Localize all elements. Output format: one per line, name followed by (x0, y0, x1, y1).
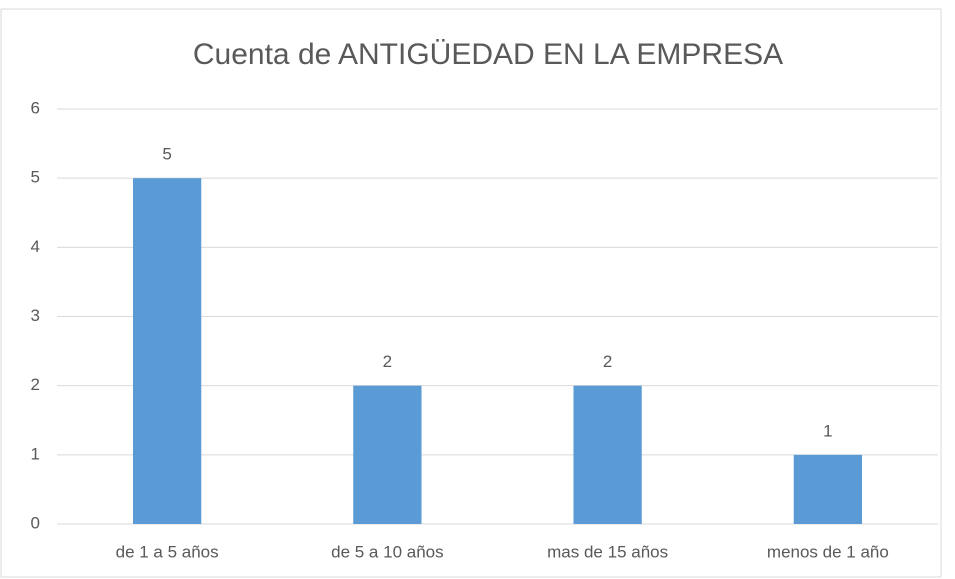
x-tick-label: de 5 a 10 años (331, 542, 443, 561)
data-label: 2 (383, 352, 392, 371)
bar (353, 385, 422, 524)
y-tick-label: 2 (31, 375, 40, 394)
y-tick-label: 3 (31, 306, 40, 325)
y-tick-label: 0 (31, 513, 40, 532)
y-tick-label: 6 (31, 98, 40, 117)
x-tick-label: menos de 1 año (767, 542, 889, 561)
bar (132, 178, 202, 524)
y-tick-label: 1 (31, 444, 40, 463)
data-label: 2 (603, 352, 612, 371)
data-label: 1 (823, 421, 832, 440)
chart-title: Cuenta de ANTIGÜEDAD EN LA EMPRESA (193, 38, 783, 71)
data-label: 5 (162, 145, 171, 164)
bar (793, 454, 863, 524)
x-tick-label: mas de 15 años (547, 542, 668, 561)
x-tick-label: de 1 a 5 años (116, 542, 219, 561)
y-tick-label: 4 (31, 237, 40, 256)
bar (573, 385, 642, 524)
y-tick-label: 5 (31, 168, 40, 187)
